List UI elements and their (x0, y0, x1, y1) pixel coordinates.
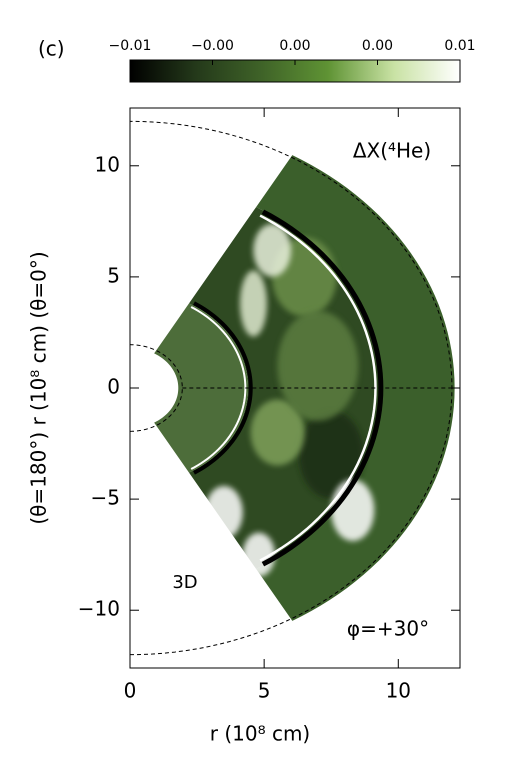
field-blob (250, 399, 305, 466)
field-blob (298, 410, 364, 499)
colorbar-tick-label: 0.01 (444, 38, 475, 54)
outer-shell (256, 155, 455, 621)
colorbar-tick-label: 0.00 (362, 38, 393, 54)
axes: 0 5 10 −10 −5 0 5 10 (78, 107, 461, 703)
field-image (129, 120, 455, 656)
colorbar-tick-label: −0.00 (191, 38, 234, 54)
panel-label: (c) (38, 37, 65, 61)
y-tick-label: 10 (95, 152, 120, 176)
front-arc (193, 301, 253, 475)
x-tick-label: 0 (124, 679, 137, 703)
y-axis-label: (θ=180°) r (10⁸ cm) (θ=0°) (27, 251, 51, 524)
y-tick-label: 5 (107, 263, 120, 287)
field-blob (242, 532, 275, 577)
colorbar-tick-label: 0.00 (279, 38, 310, 54)
front-arc (259, 214, 377, 562)
field-blob (277, 310, 359, 421)
field-blob (331, 479, 375, 542)
quantity-label: ΔX(⁴He) (353, 139, 431, 163)
y-tick-label: 0 (107, 375, 120, 399)
x-tick-label: 5 (258, 679, 271, 703)
field-blob (239, 270, 267, 337)
field-blob (205, 486, 243, 539)
colorbar-tick-label: −0.01 (109, 38, 152, 54)
x-axis-label: r (10⁸ cm) (210, 722, 311, 746)
inner-zone (154, 303, 249, 473)
angle-label: φ=+30° (347, 617, 429, 641)
y-tick-label: −10 (78, 597, 120, 621)
dimension-label: 3D (172, 572, 197, 593)
field-blob (253, 223, 292, 277)
y-tick-label: −5 (91, 486, 120, 510)
x-tick-label: 10 (386, 679, 411, 703)
